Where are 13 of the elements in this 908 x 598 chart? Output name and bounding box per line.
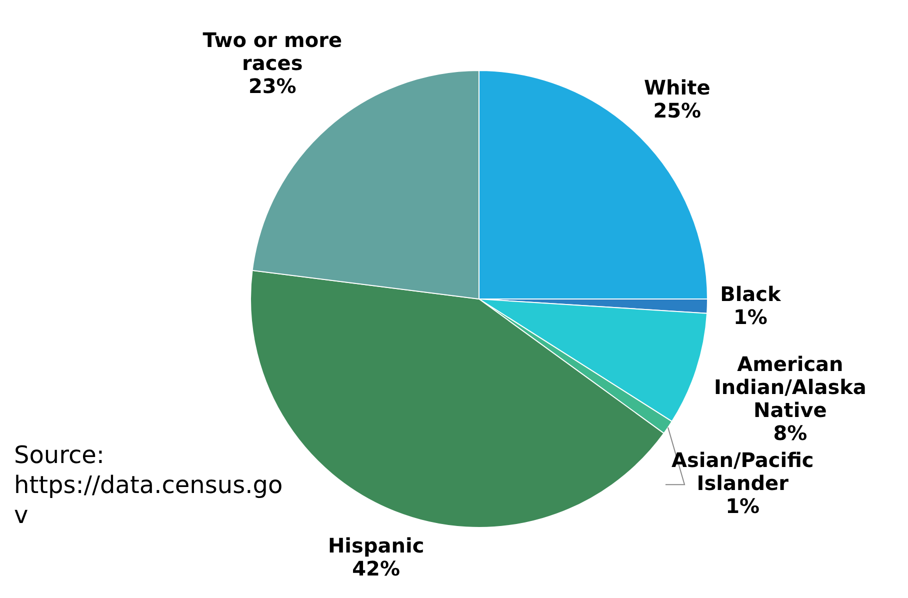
slice-label: Two or more races	[202, 28, 342, 75]
source-note: Source: https://data.census.gov	[14, 441, 283, 530]
data-label: 1%	[726, 494, 760, 518]
data-label: 8%	[773, 420, 808, 445]
data-label: 23%	[248, 74, 296, 98]
slice-label: Asian/Pacific Islander	[671, 448, 814, 495]
slice-label: White	[644, 76, 710, 100]
slice-label: Black	[720, 282, 782, 306]
data-label: 1%	[733, 305, 768, 330]
slice-label: American Indian/Alaska Native	[714, 352, 866, 422]
data-label: 25%	[653, 98, 702, 123]
slice-label: Hispanic	[328, 534, 424, 558]
data-label: 42%	[352, 556, 400, 581]
